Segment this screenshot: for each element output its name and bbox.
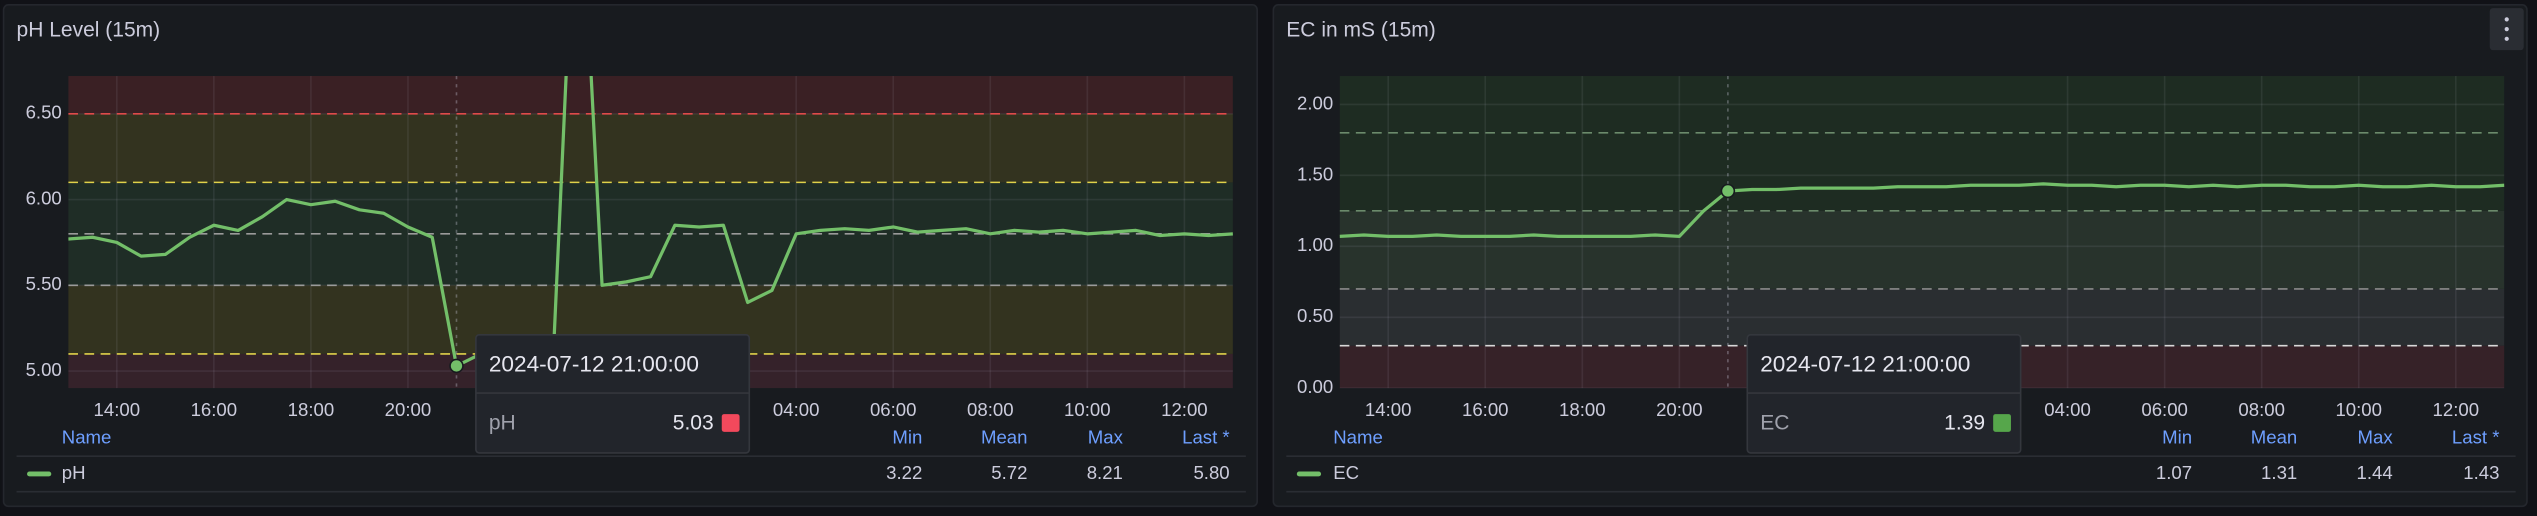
plot-area	[68, 76, 1233, 389]
legend-header[interactable]: Max	[2358, 426, 2394, 447]
series-line	[1339, 182, 2505, 238]
x-tick-label: 16:00	[1462, 399, 1509, 420]
series-line	[68, 76, 1233, 368]
y-tick-label: 5.00	[26, 359, 62, 380]
x-tick-label: 10:00	[2335, 399, 2382, 420]
x-tick-label: 20:00	[385, 399, 432, 420]
legend-header[interactable]: Max	[1088, 426, 1124, 447]
menu-dot	[2504, 17, 2509, 22]
threshold-band	[1339, 210, 2505, 289]
legend-stat: 1.43	[2463, 462, 2499, 483]
tooltip-value: 5.03	[673, 411, 714, 434]
legend-stat: 8.21	[1087, 462, 1123, 483]
menu-dot	[2504, 36, 2509, 41]
legend-stat: 1.44	[2356, 462, 2392, 483]
panel-title: EC in mS (15m)	[1286, 18, 1435, 41]
tooltip-time: 2024-07-12 21:00:00	[489, 352, 699, 377]
tooltip-value: 1.39	[1944, 411, 1985, 434]
x-tick-label: 08:00	[2238, 399, 2285, 420]
legend-header[interactable]: Mean	[981, 426, 1028, 447]
x-tick-label: 04:00	[2044, 399, 2091, 420]
x-tick-label: 06:00	[2141, 399, 2188, 420]
x-tick-label: 20:00	[1656, 399, 1703, 420]
legend-stat: 5.80	[1193, 462, 1229, 483]
x-tick-label: 18:00	[288, 399, 335, 420]
legend-name[interactable]: pH	[62, 462, 86, 483]
legend-stat: 3.22	[886, 462, 922, 483]
hover-point	[449, 358, 464, 374]
x-tick-label: 10:00	[1064, 399, 1111, 420]
y-tick-label: 1.50	[1297, 163, 1333, 184]
legend-header[interactable]: Last *	[2452, 426, 2500, 447]
threshold-band	[68, 113, 1233, 183]
y-tick-label: 1.00	[1297, 234, 1333, 255]
hover-point	[1720, 183, 1736, 199]
panel-title: pH Level (15m)	[17, 18, 161, 41]
threshold-band	[1339, 76, 2505, 211]
legend-stat: 1.31	[2261, 462, 2297, 483]
legend-header: Name	[62, 426, 112, 447]
tooltip-time: 2024-07-12 21:00:00	[1760, 352, 1970, 377]
legend-stat: 1.07	[2156, 462, 2192, 483]
tooltip-swatch	[1993, 414, 2011, 432]
y-tick-label: 6.00	[26, 187, 62, 208]
x-tick-label: 14:00	[1365, 399, 1412, 420]
legend-header: Name	[1333, 426, 1383, 447]
y-tick-label: 2.00	[1297, 92, 1333, 113]
x-tick-label: 04:00	[773, 399, 820, 420]
x-tick-label: 14:00	[94, 399, 141, 420]
x-tick-label: 16:00	[191, 399, 238, 420]
x-tick-label: 12:00	[1161, 399, 1208, 420]
legend-header[interactable]: Min	[892, 426, 922, 447]
menu-dot	[2504, 27, 2509, 32]
plot-area	[1339, 76, 2505, 389]
legend-stat: 5.72	[991, 462, 1027, 483]
x-tick-label: 18:00	[1559, 399, 1606, 420]
x-tick-label: 08:00	[967, 399, 1014, 420]
legend-name[interactable]: EC	[1333, 462, 1359, 483]
y-tick-label: 0.00	[1297, 376, 1333, 397]
y-tick-label: 5.50	[26, 273, 62, 294]
legend-header[interactable]: Mean	[2251, 426, 2298, 447]
y-tick-label: 6.50	[26, 102, 62, 123]
tooltip-swatch	[721, 414, 740, 432]
tooltip-series: EC	[1760, 411, 1789, 434]
threshold-band	[68, 76, 1233, 114]
x-tick-label: 06:00	[870, 399, 917, 420]
legend-header[interactable]: Last *	[1182, 426, 1230, 447]
x-tick-label: 12:00	[2433, 399, 2480, 420]
tooltip-series: pH	[489, 411, 516, 434]
legend-header[interactable]: Min	[2162, 426, 2192, 447]
y-tick-label: 0.50	[1297, 305, 1333, 326]
